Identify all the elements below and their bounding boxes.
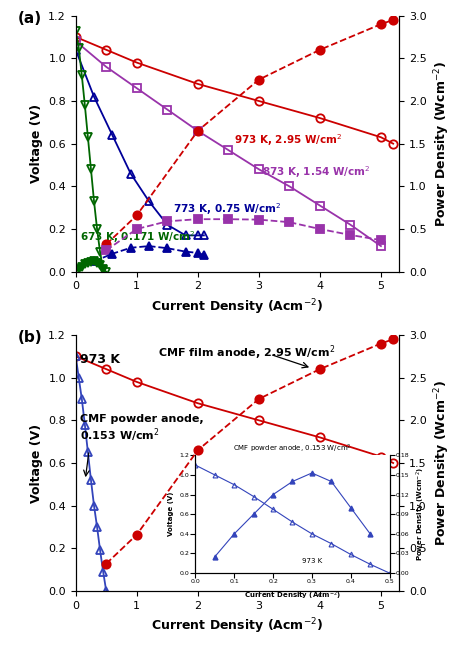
- Y-axis label: Voltage (V): Voltage (V): [30, 423, 43, 503]
- Text: 673 K, 0.171 W/cm$^2$: 673 K, 0.171 W/cm$^2$: [80, 229, 195, 245]
- X-axis label: Current Density (Acm$^{-2}$): Current Density (Acm$^{-2}$): [151, 297, 324, 316]
- Text: (a): (a): [18, 10, 42, 25]
- Text: CMF film anode, 2.95 W/cm$^2$: CMF film anode, 2.95 W/cm$^2$: [158, 343, 336, 362]
- Y-axis label: Power Density (Wcm$^{-2}$): Power Density (Wcm$^{-2}$): [432, 380, 452, 546]
- X-axis label: Current Density (Acm$^{-2}$): Current Density (Acm$^{-2}$): [151, 617, 324, 636]
- Text: 873 K, 1.54 W/cm$^2$: 873 K, 1.54 W/cm$^2$: [262, 164, 370, 180]
- Y-axis label: Power Density (Wcm$^{-2}$): Power Density (Wcm$^{-2}$): [415, 467, 427, 561]
- Text: CMF powder anode,
0.153 W/cm$^2$: CMF powder anode, 0.153 W/cm$^2$: [80, 414, 204, 444]
- Text: 973 K: 973 K: [80, 353, 120, 366]
- Text: 973 K, 2.95 W/cm$^2$: 973 K, 2.95 W/cm$^2$: [234, 132, 343, 148]
- Y-axis label: Power Density (Wcm$^{-2}$): Power Density (Wcm$^{-2}$): [432, 61, 452, 227]
- Text: 773 K, 0.75 W/cm$^2$: 773 K, 0.75 W/cm$^2$: [173, 201, 282, 217]
- Y-axis label: Voltage (V): Voltage (V): [30, 104, 43, 183]
- Text: (b): (b): [18, 330, 42, 345]
